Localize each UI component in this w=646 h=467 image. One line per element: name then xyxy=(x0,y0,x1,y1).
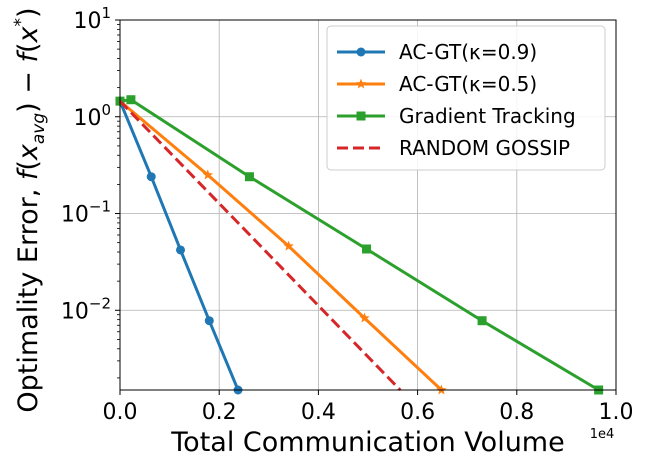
y-tick-label: 10−1 xyxy=(61,198,111,228)
legend-entry: AC-GT(κ=0.5) xyxy=(337,72,537,96)
y-tick-label: 101 xyxy=(73,4,111,34)
legend-label: RANDOM GOSSIP xyxy=(399,136,570,160)
series-line xyxy=(118,100,240,391)
data-point xyxy=(436,384,447,395)
y-tick-label: 10−2 xyxy=(61,294,111,324)
series-3 xyxy=(118,100,402,392)
x-axis-label: Total Communication Volume xyxy=(170,427,564,458)
legend-entry: Gradient Tracking xyxy=(337,104,576,128)
legend-label: AC-GT(κ=0.5) xyxy=(399,72,537,96)
data-point xyxy=(362,244,372,254)
x-tick-label: 1.0 xyxy=(599,400,634,425)
legend-entry: RANDOM GOSSIP xyxy=(337,136,570,160)
legend-marker xyxy=(356,47,366,57)
x-offset-label: 1e4 xyxy=(590,427,615,442)
x-tick-label: 0.0 xyxy=(103,400,138,425)
legend-label: AC-GT(κ=0.9) xyxy=(399,40,537,64)
axis-ticks: 0.0 0.2 0.4 0.6 0.8 1.0 10−2 10−1 100 101 xyxy=(61,4,634,425)
legend-entry: AC-GT(κ=0.9) xyxy=(337,40,537,64)
data-point xyxy=(126,95,136,105)
legend-box xyxy=(326,25,606,171)
legend-label: Gradient Tracking xyxy=(399,104,576,128)
x-tick-label: 0.8 xyxy=(499,400,534,425)
legend-marker xyxy=(355,78,367,89)
data-point xyxy=(204,316,214,326)
data-point xyxy=(477,316,487,326)
data-point xyxy=(244,172,254,182)
data-point xyxy=(176,245,186,255)
series-line xyxy=(118,100,402,392)
legend-marker xyxy=(356,111,366,121)
y-tick-label: 100 xyxy=(73,101,111,131)
x-tick-label: 0.4 xyxy=(301,400,336,425)
plot-frame xyxy=(119,19,617,391)
series-0 xyxy=(115,96,243,395)
x-tick-label: 0.6 xyxy=(400,400,435,425)
x-tick-label: 0.2 xyxy=(202,400,237,425)
data-point xyxy=(283,240,294,251)
data-point xyxy=(146,172,156,182)
y-axis-label: Optimality Error, f(xavg) − f(x*) xyxy=(11,7,49,412)
data-point xyxy=(359,312,370,323)
data-point xyxy=(202,169,214,180)
legend: AC-GT(κ=0.9) AC-GT(κ=0.5) Gradient Trackin… xyxy=(326,25,606,171)
